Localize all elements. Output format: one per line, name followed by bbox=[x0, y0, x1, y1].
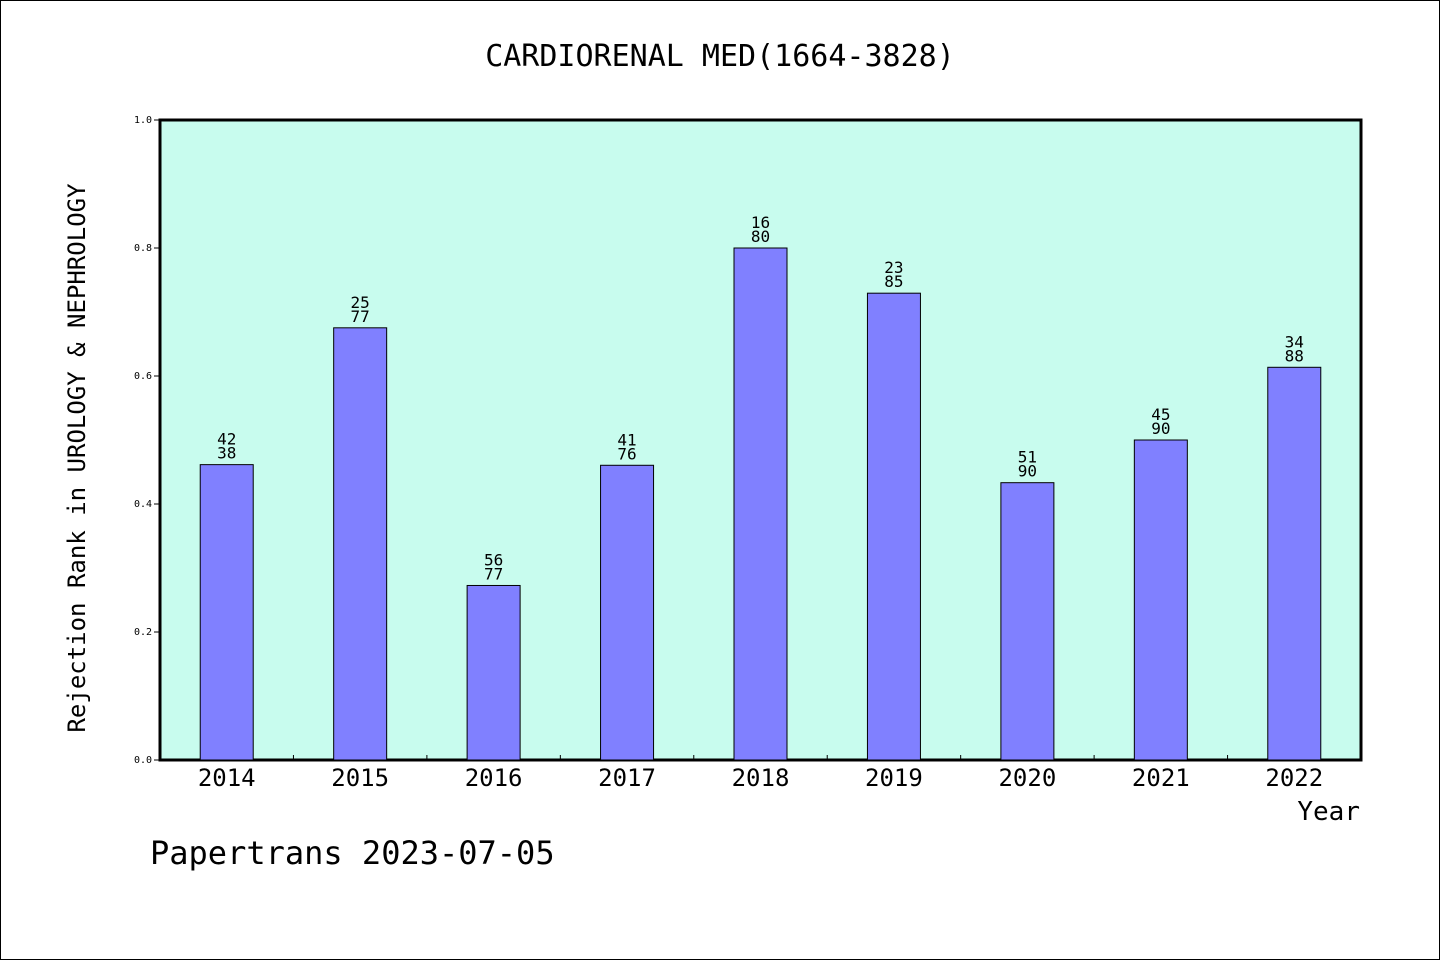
x-tick-label: 2018 bbox=[732, 764, 790, 792]
x-tick-label: 2019 bbox=[865, 764, 923, 792]
bar bbox=[1267, 366, 1322, 761]
bar bbox=[333, 327, 388, 761]
bar-label-top: 51 bbox=[1018, 448, 1037, 467]
x-tick-label: 2016 bbox=[465, 764, 523, 792]
x-tick-label: 2021 bbox=[1132, 764, 1190, 792]
bar bbox=[866, 292, 921, 761]
y-tick-label: 0.2 bbox=[134, 627, 152, 638]
bar-label-top: 23 bbox=[884, 258, 903, 277]
bar-label-bottom: 76 bbox=[617, 444, 636, 463]
x-tick-label: 2022 bbox=[1265, 764, 1323, 792]
bar-label-top: 16 bbox=[751, 213, 770, 232]
chart-title: CARDIORENAL MED(1664-3828) bbox=[485, 39, 955, 74]
bar-label-top: 25 bbox=[351, 293, 370, 312]
bar bbox=[199, 464, 254, 761]
y-tick-label: 0.6 bbox=[134, 371, 152, 382]
bar bbox=[733, 247, 788, 761]
bar-label-bottom: 38 bbox=[217, 444, 236, 463]
x-tick-label: 2017 bbox=[598, 764, 656, 792]
bar bbox=[600, 464, 655, 761]
x-tick-label: 2014 bbox=[198, 764, 256, 792]
bar bbox=[466, 584, 521, 761]
bar-label-top: 45 bbox=[1151, 405, 1170, 424]
bar bbox=[1000, 482, 1055, 761]
bar-label-bottom: 77 bbox=[351, 307, 370, 326]
y-axis-label: Rejection Rank in UROLOGY & NEPHROLOGY bbox=[63, 183, 91, 733]
x-tick-label: 2020 bbox=[998, 764, 1056, 792]
x-axis-label: Year bbox=[1297, 797, 1360, 827]
y-tick-label: 0.4 bbox=[134, 499, 152, 510]
x-axis: 2014 2015 2016 2017 2018 2019 2020 2021 2022 bbox=[198, 755, 1323, 792]
bar-label-top: 56 bbox=[484, 550, 503, 569]
x-tick-label: 2015 bbox=[331, 764, 389, 792]
bar-label-bottom: 90 bbox=[1018, 462, 1037, 481]
footer-text: Papertrans 2023-07-05 bbox=[150, 834, 555, 872]
y-tick-label: 1.0 bbox=[134, 115, 152, 126]
bar-label-bottom: 85 bbox=[884, 272, 903, 291]
bar-label-bottom: 88 bbox=[1285, 346, 1304, 365]
bar-label-top: 42 bbox=[217, 430, 236, 449]
bar-label-bottom: 77 bbox=[484, 564, 503, 583]
y-tick-label: 0.0 bbox=[134, 755, 152, 766]
bar-label-bottom: 90 bbox=[1151, 419, 1170, 438]
y-axis: 0.0 0.2 0.4 0.6 0.8 1.0 bbox=[134, 115, 160, 766]
bar-label-top: 41 bbox=[617, 430, 636, 449]
bar bbox=[1133, 439, 1188, 761]
bar-label-bottom: 80 bbox=[751, 227, 770, 246]
bar-label-top: 34 bbox=[1285, 332, 1304, 351]
y-tick-label: 0.8 bbox=[134, 243, 152, 254]
